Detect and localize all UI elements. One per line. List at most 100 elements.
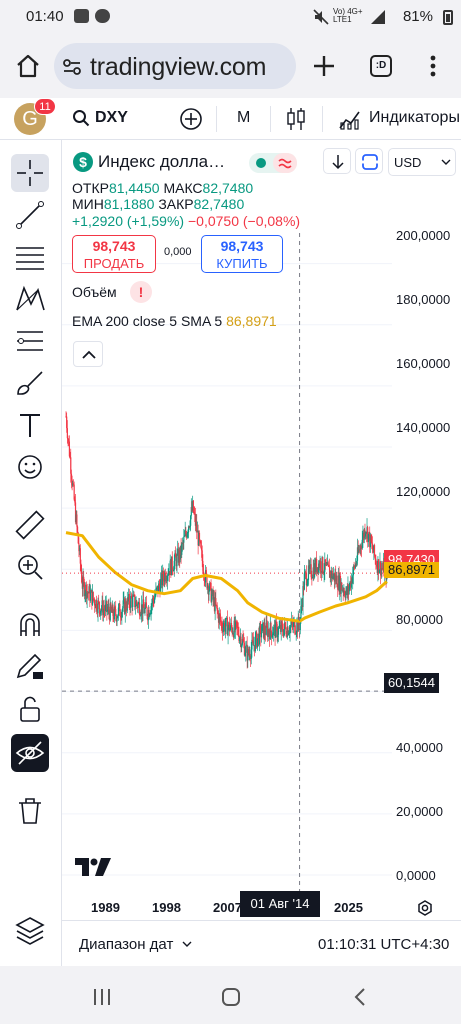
price-chart[interactable] <box>62 140 461 900</box>
scroll-down-button[interactable] <box>323 148 351 174</box>
candle-body <box>369 534 372 548</box>
address-bar[interactable]: tradingview.com <box>54 43 296 89</box>
fib-retracement-icon <box>16 247 44 270</box>
site-settings-icon[interactable] <box>62 57 82 77</box>
candle-body <box>305 572 308 586</box>
ema-line <box>65 531 388 623</box>
candle-body <box>224 623 226 632</box>
candle-body <box>142 599 144 615</box>
recent-apps-icon[interactable] <box>92 988 112 1006</box>
currency-select[interactable]: USD <box>388 148 456 176</box>
search-icon[interactable] <box>72 109 90 127</box>
new-tab-icon[interactable] <box>312 54 336 78</box>
indicators-button[interactable]: Индикаторы <box>369 109 460 126</box>
fib-tool[interactable] <box>11 238 49 276</box>
volume-warning-icon[interactable]: ! <box>130 281 152 303</box>
buy-button[interactable]: 98,743 КУПИТЬ <box>201 235 283 273</box>
candles-icon[interactable] <box>285 106 307 132</box>
compare-add-icon[interactable] <box>179 107 203 131</box>
candle-body <box>111 609 113 613</box>
candle-body <box>181 542 184 545</box>
time-tick: 2025 <box>334 900 363 915</box>
candle-body <box>243 642 246 656</box>
candle-body <box>187 526 190 533</box>
chevron-down-icon <box>182 941 191 947</box>
object-tree-tool[interactable] <box>11 912 49 950</box>
candle-body <box>212 590 214 600</box>
candle-body <box>322 557 324 573</box>
candle-body <box>158 583 160 594</box>
indicators-icon[interactable] <box>338 108 362 130</box>
candle-body <box>127 598 129 602</box>
candle-body <box>283 629 285 636</box>
candle-body <box>136 604 139 608</box>
home-icon[interactable] <box>14 52 42 80</box>
candle-body <box>350 581 352 588</box>
candle-body <box>69 456 71 458</box>
candle-body <box>373 544 375 553</box>
high-value: 82,7480 <box>202 180 254 196</box>
candle-body <box>167 574 169 576</box>
candle-body <box>183 535 186 537</box>
candle-body <box>138 602 141 616</box>
trend-line-tool[interactable] <box>11 196 49 234</box>
candle-body <box>231 627 233 634</box>
candle-body <box>249 653 251 659</box>
text-tool[interactable] <box>11 406 49 444</box>
ema-legend[interactable]: EMA 200 close 5 SMA 5 86,8971 <box>72 313 277 329</box>
interval-button[interactable]: M <box>237 109 251 126</box>
sell-button[interactable]: 98,743 ПРОДАТЬ <box>72 235 156 273</box>
home-button-icon[interactable] <box>221 987 241 1007</box>
candle-body <box>68 439 70 442</box>
magnet-tool[interactable] <box>11 606 49 644</box>
more-menu-icon[interactable] <box>426 54 440 78</box>
candle-body <box>207 585 209 589</box>
candle-body <box>279 625 282 632</box>
candle-body <box>287 627 289 635</box>
symbol-title[interactable]: Индекс долла… <box>98 152 226 171</box>
candle-body <box>70 473 73 480</box>
candle-body <box>226 617 228 619</box>
market-status[interactable] <box>249 153 297 173</box>
stay-drawing-tool[interactable] <box>11 648 49 686</box>
candle-body <box>272 634 274 636</box>
pattern-tool[interactable] <box>11 280 49 318</box>
candle-body <box>247 648 249 661</box>
candle-body <box>158 583 160 587</box>
auto-scale-button[interactable] <box>355 148 383 174</box>
zoom-tool[interactable] <box>11 548 49 586</box>
date-range-button[interactable]: Диапазон дат <box>79 936 192 953</box>
candle-body <box>343 590 346 596</box>
collapse-legend-button[interactable] <box>73 341 103 367</box>
hide-drawings-tool[interactable] <box>11 734 49 772</box>
emoji-tool[interactable] <box>11 448 49 486</box>
candle-body <box>115 609 117 617</box>
tabs-button[interactable]: :D <box>370 55 392 77</box>
ruler-icon <box>15 510 45 540</box>
chart-settings-icon[interactable] <box>414 897 436 919</box>
candle-body <box>304 572 306 574</box>
candle-body <box>179 545 182 560</box>
tradingview-logo[interactable] <box>75 858 111 876</box>
volume-legend[interactable]: Объём <box>72 284 117 300</box>
avatar[interactable]: G <box>14 103 46 135</box>
forecast-tool[interactable] <box>11 322 49 360</box>
timezone-clock[interactable]: 01:10:31 UTC+4:30 <box>318 936 450 953</box>
ruler-tool[interactable] <box>11 506 49 544</box>
candle-body <box>335 574 337 582</box>
candle-body <box>367 534 369 543</box>
candle-body <box>132 594 135 597</box>
candle-body <box>305 572 307 574</box>
back-icon[interactable] <box>353 987 367 1007</box>
candle-body <box>160 579 162 594</box>
candle-body <box>363 532 365 539</box>
candle-body <box>235 620 237 623</box>
brush-tool[interactable] <box>11 364 49 402</box>
lock-tool[interactable] <box>11 690 49 728</box>
crosshair-tool[interactable] <box>11 154 49 192</box>
candle-body <box>189 525 191 527</box>
symbol-search[interactable]: DXY <box>95 109 128 126</box>
remove-drawings-tool[interactable] <box>11 792 49 830</box>
candle-body <box>217 610 219 613</box>
candle-body <box>258 633 260 645</box>
